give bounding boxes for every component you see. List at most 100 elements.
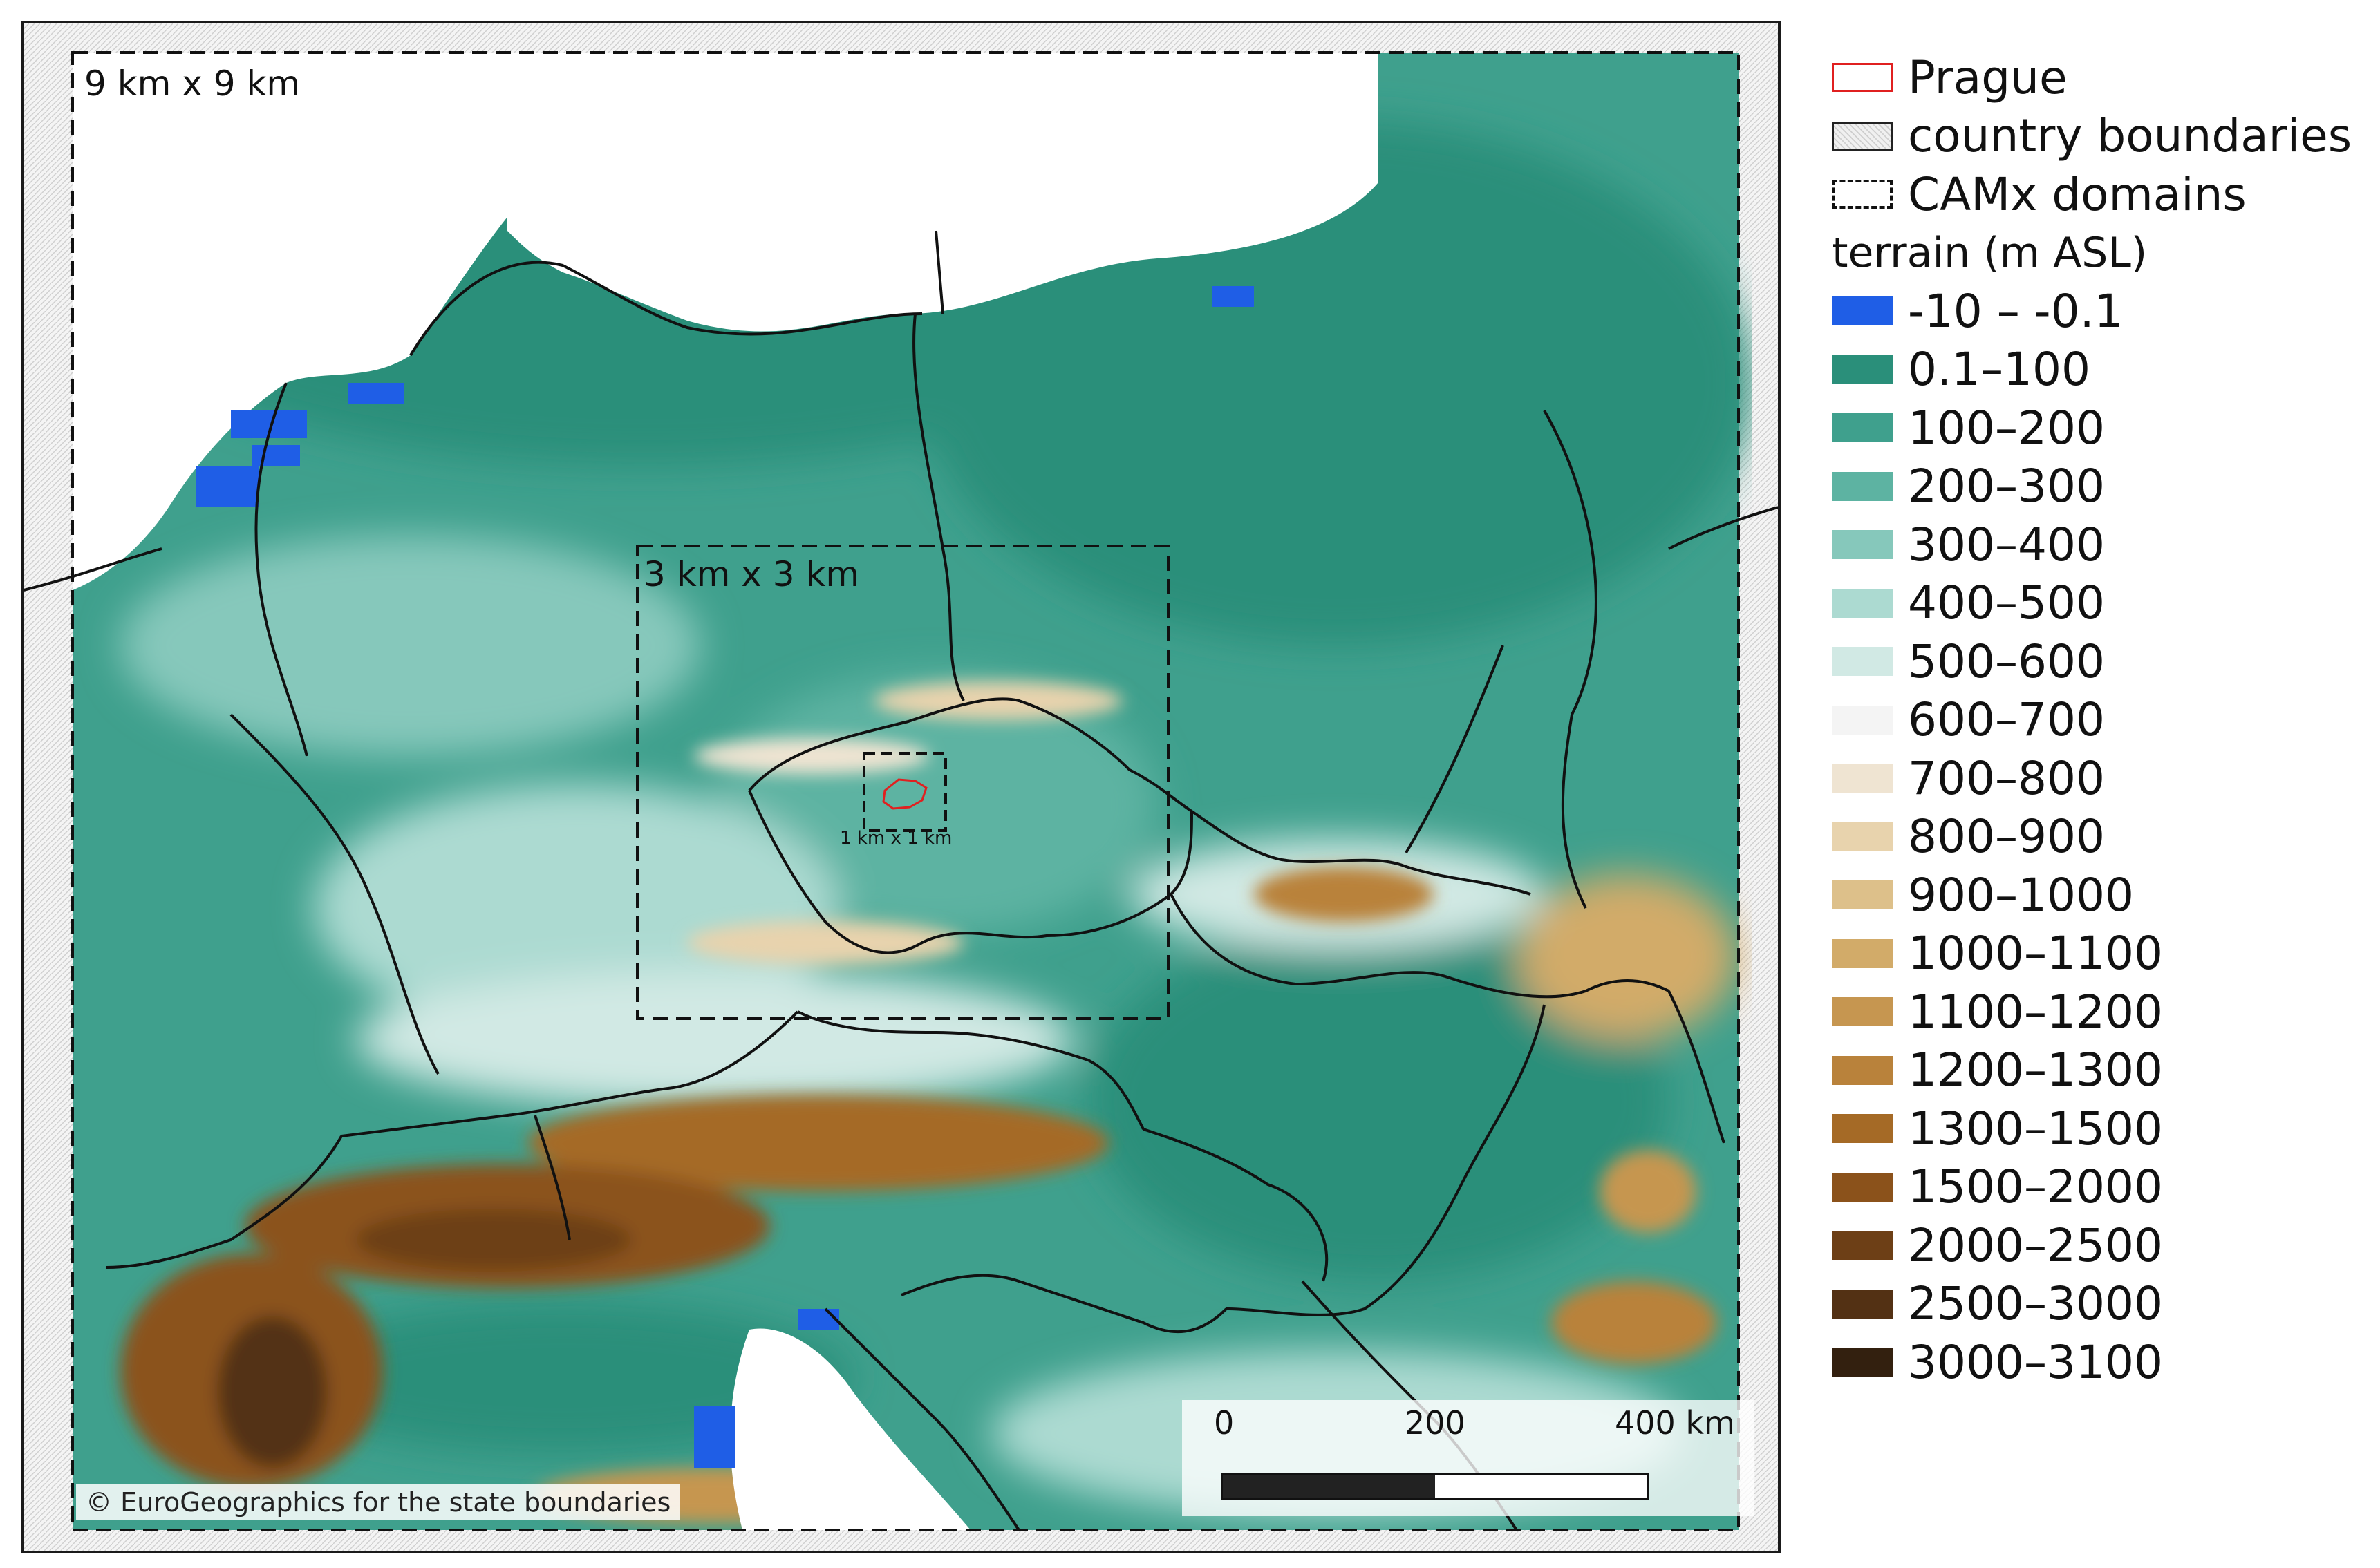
legend-label: country boundaries xyxy=(1908,109,2352,163)
terrain-class-item: 200–300 xyxy=(1832,457,2371,516)
terrain-class-label: 100–200 xyxy=(1908,401,2105,455)
terrain-class-label: 600–700 xyxy=(1908,693,2105,747)
terrain-classes: -10 – -0.1 0.1–100 100–200 200–300 300–400 40… xyxy=(1832,282,2371,1392)
terrain-class-swatch xyxy=(1832,1055,1893,1085)
terrain-class-item: 2000–2500 xyxy=(1832,1216,2371,1275)
balkan-high xyxy=(1551,1281,1717,1364)
attribution-label: © EuroGeographics for the state boundari… xyxy=(76,1484,681,1520)
bohemian-forest xyxy=(687,920,964,965)
balkan-high-2 xyxy=(1600,1150,1696,1233)
legend: Prague country boundaries CAMx domains t… xyxy=(1832,48,2371,1392)
alps-core xyxy=(355,1209,632,1271)
terrain-class-swatch xyxy=(1832,588,1893,618)
terrain-class-swatch xyxy=(1832,471,1893,501)
terrain-class-swatch xyxy=(1832,355,1893,384)
alpine-foreland xyxy=(355,970,1074,1108)
carpathians-east xyxy=(1517,873,1738,1039)
terrain-class-swatch xyxy=(1832,1172,1893,1202)
terrain-class-label: -10 – -0.1 xyxy=(1908,284,2124,338)
terrain-class-label: 400–500 xyxy=(1908,576,2105,630)
scale-bar-segment-light xyxy=(1435,1475,1647,1498)
country-boundaries-swatch xyxy=(1832,121,1893,151)
baltic-sea xyxy=(507,53,1378,332)
terrain-class-label: 2500–3000 xyxy=(1908,1277,2163,1331)
terrain-class-label: 1500–2000 xyxy=(1908,1160,2163,1214)
terrain-class-label: 900–1000 xyxy=(1908,868,2134,922)
terrain-class-swatch xyxy=(1832,296,1893,326)
scale-tick-200: 200 xyxy=(1405,1404,1465,1442)
terrain-class-item: 1500–2000 xyxy=(1832,1158,2371,1217)
terrain-class-item: -10 – -0.1 xyxy=(1832,282,2371,341)
terrain-class-label: 0.1–100 xyxy=(1908,343,2090,397)
terrain-class-item: 700–800 xyxy=(1832,749,2371,808)
legend-item-prague: Prague xyxy=(1832,48,2371,107)
domain-3km-label: 3 km x 3 km xyxy=(644,554,860,594)
prague-outline xyxy=(882,778,928,810)
scale-bar-panel: 0 200 400 km xyxy=(1182,1400,1754,1516)
terrain-class-label: 500–600 xyxy=(1908,634,2105,688)
terrain-class-item: 2500–3000 xyxy=(1832,1275,2371,1334)
domain-9km xyxy=(71,51,1740,1531)
domain-3km xyxy=(636,545,1170,1020)
terrain-map xyxy=(24,23,1778,1551)
terrain-class-label: 1000–1100 xyxy=(1908,927,2163,981)
terrain-class-label: 1200–1300 xyxy=(1908,1043,2163,1097)
terrain-class-item: 1200–1300 xyxy=(1832,1041,2371,1100)
terrain-class-item: 800–900 xyxy=(1832,808,2371,867)
domain-1km xyxy=(863,752,947,832)
terrain-class-item: 300–400 xyxy=(1832,516,2371,574)
adriatic-sea xyxy=(731,1328,971,1530)
terrain-class-item: 400–500 xyxy=(1832,574,2371,633)
scale-bar xyxy=(1221,1473,1649,1500)
terrain-class-swatch xyxy=(1832,647,1893,677)
terrain-class-label: 1300–1500 xyxy=(1908,1102,2163,1155)
legend-item-country-boundaries: country boundaries xyxy=(1832,107,2371,166)
domain-9km-label: 9 km x 9 km xyxy=(84,64,301,104)
terrain-class-swatch xyxy=(1832,938,1893,968)
camx-domains-swatch xyxy=(1832,180,1893,209)
terrain-class-label: 2000–2500 xyxy=(1908,1218,2163,1272)
terrain-class-swatch xyxy=(1832,1114,1893,1144)
central-uplands xyxy=(120,535,701,756)
tatra-mountains xyxy=(1254,867,1434,922)
terrain-class-swatch xyxy=(1832,530,1893,560)
map-panel[interactable]: 9 km x 9 km 3 km x 3 km 1 km x 1 km © Eu… xyxy=(21,21,1781,1553)
sudetes-ridge xyxy=(874,681,1123,720)
north-sea xyxy=(73,53,507,590)
legend-item-camx-domains: CAMx domains xyxy=(1832,165,2371,224)
terrain-class-item: 1300–1500 xyxy=(1832,1099,2371,1158)
terrain-class-item: 3000–3100 xyxy=(1832,1333,2371,1392)
terrain-class-swatch xyxy=(1832,764,1893,793)
terrain-class-label: 300–400 xyxy=(1908,518,2105,572)
terrain-class-swatch xyxy=(1832,1231,1893,1260)
legend-label: CAMx domains xyxy=(1908,167,2247,221)
terrain-class-label: 3000–3100 xyxy=(1908,1335,2163,1389)
terrain-class-item: 600–700 xyxy=(1832,691,2371,750)
terrain-class-item: 100–200 xyxy=(1832,399,2371,457)
domain-1km-label: 1 km x 1 km xyxy=(840,828,953,849)
ore-mountains xyxy=(694,738,929,774)
terrain-class-swatch xyxy=(1832,1348,1893,1377)
terrain-class-label: 700–800 xyxy=(1908,751,2105,805)
hungary-plain xyxy=(1088,922,1669,1281)
terrain-class-item: 1100–1200 xyxy=(1832,983,2371,1041)
terrain-class-item: 1000–1100 xyxy=(1832,925,2371,983)
scale-bar-segment-dark xyxy=(1223,1475,1435,1498)
terrain-class-label: 1100–1200 xyxy=(1908,985,2163,1039)
terrain-class-swatch xyxy=(1832,413,1893,443)
terrain-class-label: 200–300 xyxy=(1908,460,2105,513)
alps-ridge xyxy=(217,1316,328,1468)
bavaria xyxy=(314,784,839,1032)
legend-label: Prague xyxy=(1908,50,2068,104)
terrain-legend-title: terrain (m ASL) xyxy=(1832,228,2148,277)
alps-east xyxy=(528,1095,1109,1191)
terrain-raster xyxy=(73,53,1752,1530)
terrain-class-item: 900–1000 xyxy=(1832,866,2371,925)
prague-swatch xyxy=(1832,63,1893,93)
terrain-class-label: 800–900 xyxy=(1908,810,2105,864)
terrain-class-swatch xyxy=(1832,1289,1893,1319)
terrain-class-swatch xyxy=(1832,822,1893,851)
terrain-class-swatch xyxy=(1832,997,1893,1027)
terrain-class-item: 0.1–100 xyxy=(1832,341,2371,399)
scale-tick-400: 400 km xyxy=(1615,1404,1735,1442)
